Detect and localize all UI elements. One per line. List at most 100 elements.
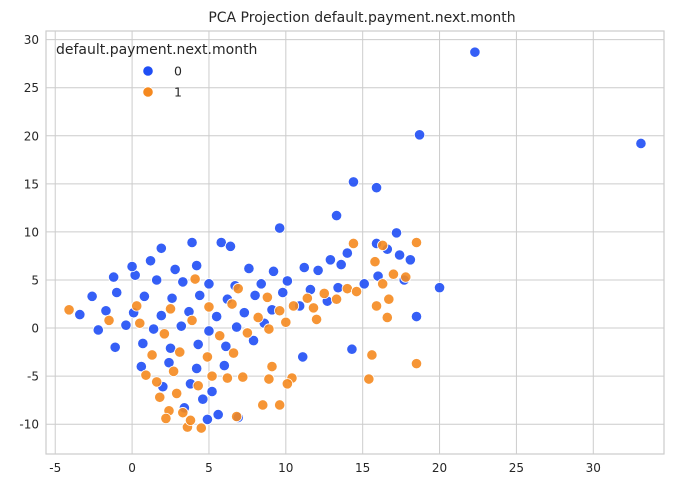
scatter-point-0 [243,262,255,275]
scatter-point-1 [274,305,286,317]
scatter-point-1 [280,316,292,328]
legend-marker-1 [142,86,154,98]
scatter-point-0 [224,240,237,252]
scatter-point-1 [252,311,264,324]
scatter-point-0 [155,309,167,322]
scatter-point-1 [131,300,143,312]
scatter-point-0 [404,254,416,266]
x-tick-label: 0 [128,461,136,475]
scatter-point-1 [377,239,389,251]
scatter-point-0 [92,324,104,336]
scatter-point-0 [166,292,178,304]
scatter-point-1 [266,360,278,373]
scatter-point-1 [177,407,189,419]
scatter-point-1 [257,399,269,411]
scatter-point-1 [281,378,293,390]
scatter-point-1 [347,237,360,250]
scatter-point-1 [383,293,395,305]
scatter-point-1 [410,358,423,370]
scatter-point-0 [74,309,86,321]
scatter-point-0 [186,236,198,249]
scatter-point-1 [318,287,330,300]
scatter-point-1 [366,349,378,361]
scatter-point-1 [341,283,353,295]
scatter-point-1 [410,236,423,249]
x-tick-label: 15 [355,461,370,475]
scatter-point-1 [237,371,249,383]
legend-marker-0 [142,65,154,77]
legend-label-0: 0 [174,64,182,79]
scatter-point-1 [241,327,253,339]
scatter-point-0 [163,357,175,369]
scatter-point-0 [393,249,406,261]
scatter-point-1 [350,285,363,298]
scatter-point-0 [335,259,347,271]
scatter-point-0 [135,360,147,373]
scatter-point-1 [201,351,214,363]
scatter-point-1 [154,391,166,403]
scatter-point-1 [171,387,183,400]
scatter-point-1 [214,330,226,342]
scatter-point-0 [346,343,358,355]
scatter-point-0 [192,338,204,351]
y-tick-label: 10 [24,225,39,239]
scatter-point-0 [109,341,121,353]
scatter-point-0 [341,247,353,259]
scatter-point-0 [324,254,337,266]
scatter-point-1 [400,271,412,283]
scatter-point-1 [369,256,381,268]
scatter-point-1 [103,314,115,326]
scatter-point-0 [358,278,370,290]
scatter-point-1 [370,300,383,312]
scatter-point-0 [126,260,138,273]
scatter-point-1 [377,278,389,290]
scatter-point-1 [226,298,238,310]
scatter-point-0 [249,289,261,301]
scatter-point-0 [191,259,203,272]
scatter-point-1 [189,273,201,285]
scatter-point-0 [220,340,232,352]
scatter-point-1 [307,302,320,314]
x-tick-label: 25 [509,461,524,475]
scatter-point-0 [297,351,309,363]
scatter-point-1 [164,303,177,315]
scatter-point-1 [151,376,163,388]
scatter-point-0 [138,290,150,302]
scatter-point-0 [370,182,383,194]
x-tick-label: 30 [586,461,601,475]
x-tick-label: 5 [205,461,213,475]
scatter-point-1 [134,317,146,329]
scatter-point-0 [347,176,360,188]
y-tick-label: 20 [24,129,39,143]
scatter-point-1 [232,283,244,295]
scatter-point-0 [203,278,215,290]
scatter-point-1 [167,365,180,377]
scatter-point-0 [148,323,160,335]
scatter-point-1 [387,268,400,280]
scatter-point-1 [184,414,197,426]
scatter-point-0 [469,46,481,58]
scatter-point-1 [160,412,172,425]
x-tick-label: 10 [278,461,293,475]
scatter-point-0 [191,362,203,375]
scatter-point-1 [231,410,243,423]
scatter-point-0 [635,137,647,150]
scatter-point-0 [433,282,446,294]
scatter-point-0 [410,310,423,323]
scatter-point-0 [255,278,267,290]
scatter-point-0 [120,319,132,331]
scatter-point-0 [111,286,123,299]
scatter-point-1 [140,369,152,381]
scatter-point-0 [144,255,157,267]
scatter-point-1 [221,372,234,384]
scatter-point-1 [227,347,240,359]
scatter-point-1 [274,399,286,411]
scatter-point-0 [390,227,403,239]
scatter-point-0 [413,129,426,141]
scatter-point-0 [155,242,167,254]
scatter-point-0 [177,276,189,288]
scatter-point-1 [381,311,393,324]
